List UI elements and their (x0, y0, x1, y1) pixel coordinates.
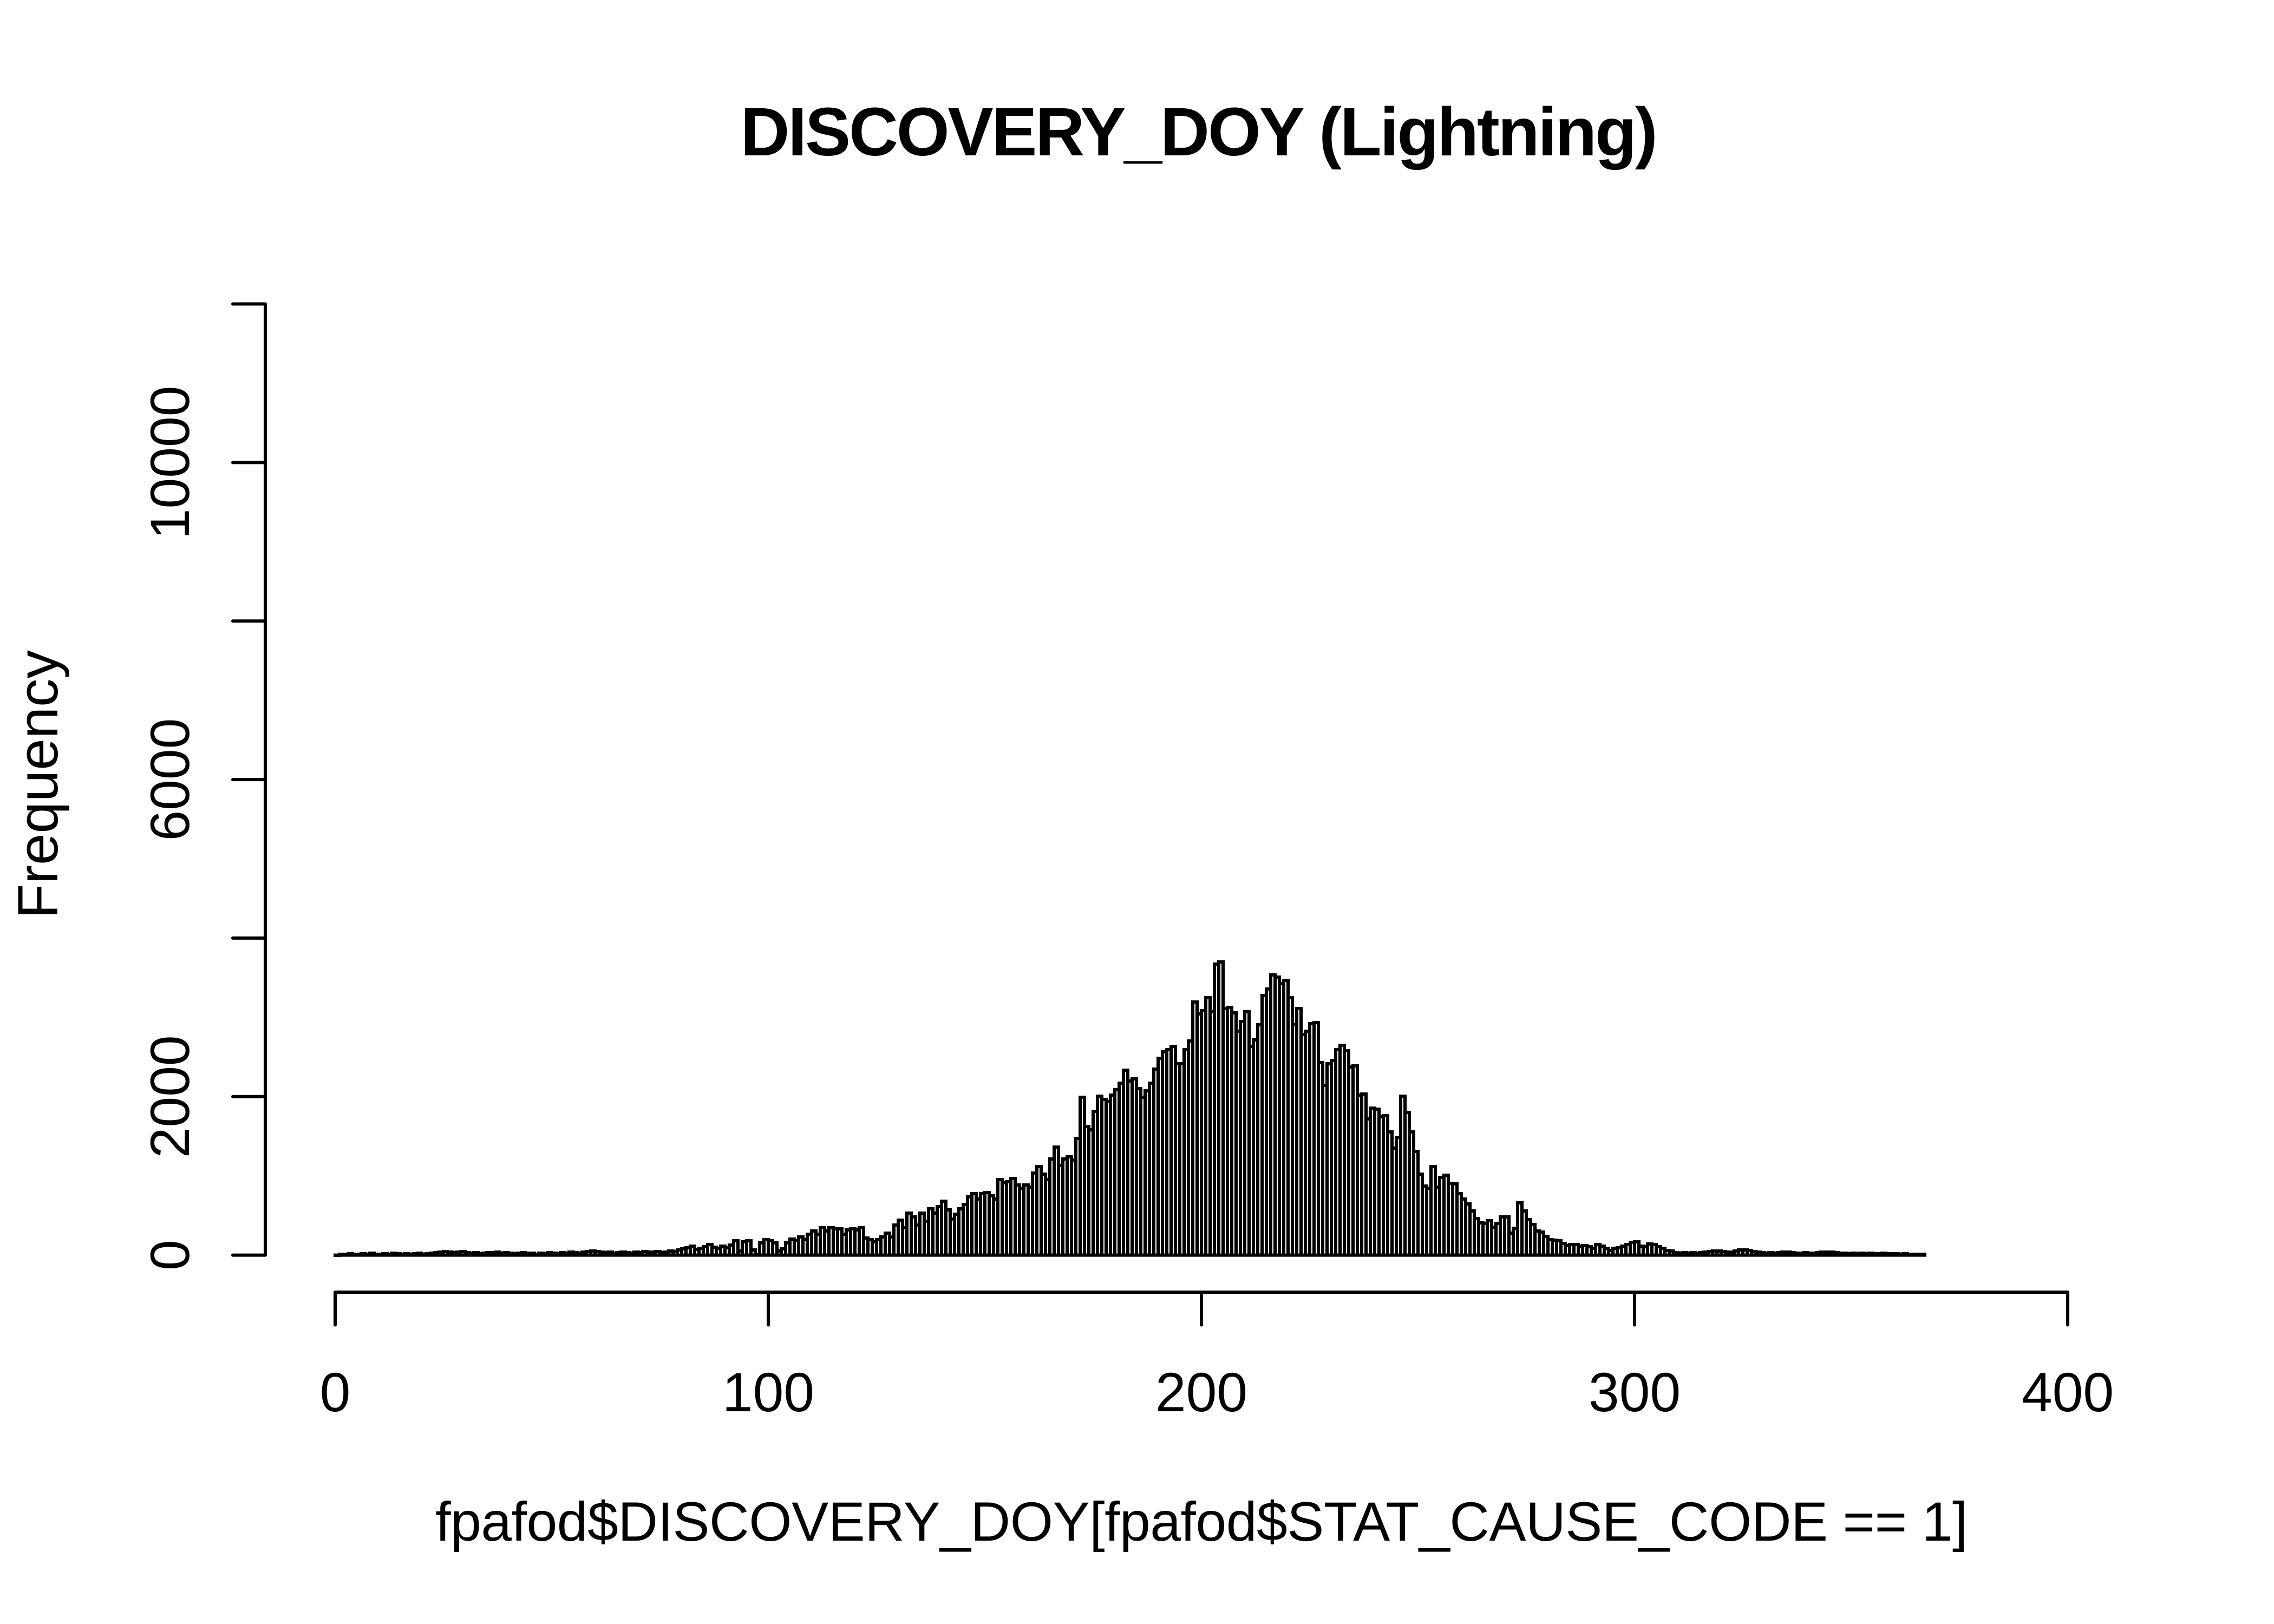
svg-text:fpafod$DISCOVERY_DOY[fpafod$ST: fpafod$DISCOVERY_DOY[fpafod$STAT_CAUSE_C… (435, 1491, 1968, 1553)
svg-text:400: 400 (2022, 1361, 2114, 1423)
svg-text:0: 0 (139, 1240, 201, 1271)
svg-text:6000: 6000 (139, 718, 201, 841)
svg-text:200: 200 (1155, 1361, 1247, 1423)
svg-text:300: 300 (1589, 1361, 1681, 1423)
svg-text:Frequency: Frequency (6, 650, 70, 919)
svg-text:10000: 10000 (139, 386, 201, 540)
svg-text:100: 100 (722, 1361, 814, 1423)
svg-text:DISCOVERY_DOY (Lightning): DISCOVERY_DOY (Lightning) (740, 94, 1656, 170)
svg-text:0: 0 (320, 1361, 351, 1423)
svg-text:2000: 2000 (139, 1035, 201, 1158)
